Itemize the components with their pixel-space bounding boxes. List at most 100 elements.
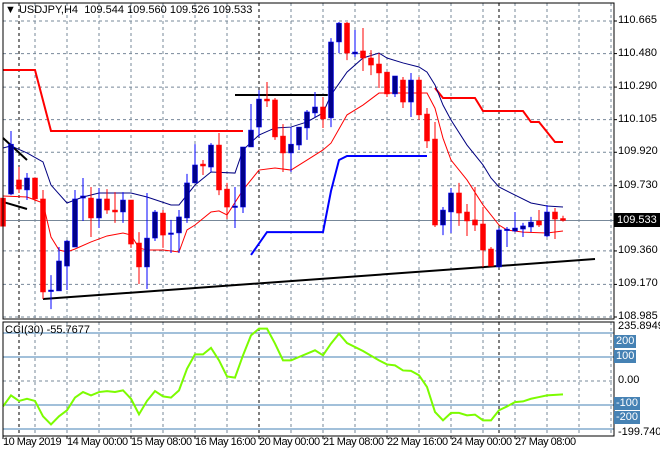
candle-bear — [40, 198, 46, 293]
candle-bull — [208, 144, 214, 168]
cci-level-minus100: -100 — [614, 397, 641, 410]
cci-level-100: 100 — [614, 350, 637, 363]
candle-bear — [384, 71, 390, 95]
cci-min-label: -199.7404 — [618, 426, 660, 438]
price-tick-label: 109.360 — [618, 243, 658, 256]
main-panel-border — [2, 2, 615, 320]
candle-bull — [80, 195, 86, 199]
cci-zero-label: 0.00 — [618, 374, 640, 386]
ohlc-values: 109.544 109.560 109.526 109.533 — [84, 4, 253, 16]
cci-label: CCI(30) — [5, 324, 44, 336]
candle-bear — [368, 57, 374, 66]
trendline — [2, 137, 28, 161]
candle-bull — [232, 205, 238, 208]
time-axis-label: 27 May 08:00 — [515, 436, 576, 448]
channel-upper-line — [3, 68, 243, 132]
channel-upper-line — [434, 87, 563, 144]
bid-price-label: 109.533 — [614, 213, 660, 227]
trendline — [2, 200, 28, 210]
candle-bull — [144, 237, 150, 268]
candle-bear — [320, 106, 326, 120]
candle-bear — [280, 135, 286, 154]
candle-bull — [256, 98, 262, 128]
candle-bull — [304, 111, 310, 129]
candle-bear — [344, 22, 350, 54]
candle-bull — [328, 41, 334, 119]
candle-bear — [136, 242, 142, 268]
candle-bear — [88, 197, 94, 219]
time-axis-label: 15 May 08:00 — [131, 436, 192, 448]
candle-bull — [152, 211, 158, 239]
price-tick-label: 109.920 — [618, 145, 658, 158]
cci-panel-border — [2, 321, 615, 437]
candle-bear — [536, 220, 542, 226]
chart-header: ▼ USDJPY,H4 109.544 109.560 109.526 109.… — [5, 4, 252, 16]
symbol-label: USDJPY,H4 — [18, 4, 79, 16]
time-axis-label: 22 May 16:00 — [387, 436, 448, 448]
price-tick-label: 110.105 — [618, 112, 657, 125]
candle-bear — [400, 79, 406, 103]
candle-bull — [168, 232, 174, 235]
price-tick-label: 109.170 — [618, 277, 658, 290]
channel-lower-line — [250, 154, 427, 256]
trendline — [42, 258, 596, 301]
candle-bear — [128, 199, 134, 245]
price-tick-label: 109.730 — [618, 178, 658, 191]
ma-slow-line — [2, 92, 564, 253]
candle-bull — [512, 227, 518, 232]
cci-max-label: 235.8949 — [618, 320, 660, 332]
candle-bear — [560, 218, 566, 221]
candle-bear — [480, 223, 486, 251]
candle-bull — [184, 182, 190, 219]
time-axis-label: 14 May 00:00 — [67, 436, 128, 448]
candle-bear — [272, 99, 278, 138]
candle-bull — [96, 198, 102, 219]
candle-bear — [224, 188, 230, 208]
candle-bull — [544, 211, 550, 237]
candle-bull — [176, 216, 182, 234]
cci-level-200: 200 — [614, 335, 637, 348]
candle-bull — [408, 79, 414, 103]
candle-bear — [32, 177, 38, 200]
candle-bull — [8, 143, 14, 195]
candle-bull — [248, 129, 254, 148]
candle-bull — [336, 22, 342, 43]
candle-bear — [264, 98, 270, 102]
candle-bull — [520, 225, 526, 230]
candle-bull — [504, 228, 510, 231]
candle-bear — [416, 79, 422, 116]
candle-bull — [496, 229, 502, 268]
candle-bear — [488, 248, 494, 267]
candle-bull — [448, 192, 454, 213]
time-axis-label: 21 May 08:00 — [323, 436, 384, 448]
candle-bull — [24, 177, 30, 191]
time-axis-label: 10 May 2019 — [3, 436, 62, 448]
candle-bear — [16, 179, 22, 190]
time-axis-label: 20 May 00:00 — [259, 436, 320, 448]
candle-bull — [56, 260, 62, 292]
candle-bull — [312, 106, 318, 114]
candle-bull — [392, 75, 398, 95]
candle-bull — [120, 199, 126, 213]
cci-level-minus200: -200 — [614, 411, 641, 424]
candle-bear — [112, 209, 118, 213]
candle-bull — [48, 289, 54, 292]
price-tick-label: 110.480 — [618, 46, 657, 59]
time-axis-label: 24 May 00:00 — [451, 436, 512, 448]
candle-bear — [104, 198, 110, 211]
candle-bull — [192, 164, 198, 184]
candle-bull — [296, 126, 302, 146]
candle-bull — [528, 221, 534, 228]
price-tick-label: 110.665 — [618, 14, 657, 26]
candle-bear — [160, 212, 166, 236]
candle-bull — [240, 146, 246, 208]
candle-bear — [464, 211, 470, 222]
candle-bear — [200, 163, 206, 167]
triangle-down-icon[interactable]: ▼ — [5, 4, 16, 16]
candle-bull — [352, 51, 358, 55]
candle-bear — [360, 50, 366, 59]
candle-bear — [552, 211, 558, 220]
cci-header: CCI(30) -55.7677 — [5, 324, 90, 336]
candle-bear — [216, 144, 222, 191]
